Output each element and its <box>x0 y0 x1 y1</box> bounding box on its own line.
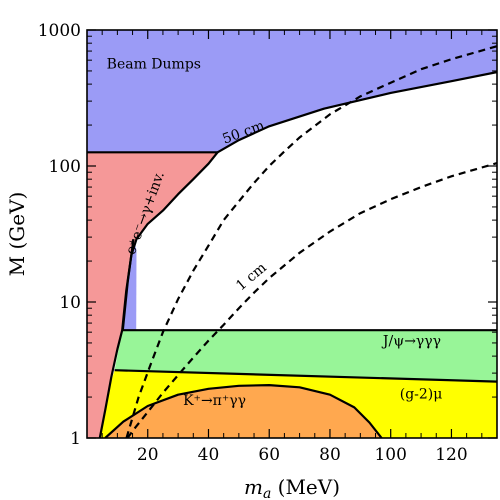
region-label-beam-dumps: Beam Dumps <box>107 57 201 73</box>
boundaries-layer <box>87 71 497 438</box>
x-tick-label: 60 <box>258 445 280 465</box>
x-tick-label: 20 <box>137 445 159 465</box>
y-tick-label: 1 <box>70 429 81 449</box>
region-j <box>114 330 497 382</box>
curve-label-1-cm: 1 cm <box>233 260 270 294</box>
plot-frame <box>86 29 498 439</box>
region-boundary-line <box>114 369 497 383</box>
region-label-j: J/ψ→γγγ <box>381 333 441 349</box>
x-tick-label: 100 <box>374 445 406 465</box>
x-axis-label-symbol: m <box>244 475 263 499</box>
region-boundary-line <box>98 151 219 438</box>
region-boundary-line <box>217 71 497 154</box>
y-axis-label: M (GeV) <box>5 192 29 277</box>
x-tick-label: 80 <box>319 445 341 465</box>
decay-length-curve-1-cm <box>126 162 497 438</box>
y-tick-label: 10 <box>59 293 81 313</box>
decay-length-curve-50-cm <box>125 45 497 438</box>
y-tick-label: 1000 <box>38 21 81 41</box>
x-tick-label: 120 <box>435 445 467 465</box>
region-boundary-line <box>121 238 135 331</box>
x-axis-label-subscript: a <box>263 486 271 500</box>
region-beam-dumps <box>87 30 497 153</box>
x-tick-label: 40 <box>198 445 220 465</box>
region-label-g-2: (g-2)μ <box>400 387 443 403</box>
region-k <box>105 385 382 438</box>
x-axis-label: ma (MeV) <box>244 475 340 500</box>
regions-layer <box>87 30 497 438</box>
region-label-k: K⁺→π⁺γγ <box>183 393 246 409</box>
region-boundary-line <box>104 384 383 438</box>
x-axis-label-unit: (MeV) <box>271 475 340 499</box>
curves-layer <box>125 45 497 438</box>
region-e-e-inv <box>87 152 218 438</box>
y-tick-label: 100 <box>49 157 81 177</box>
